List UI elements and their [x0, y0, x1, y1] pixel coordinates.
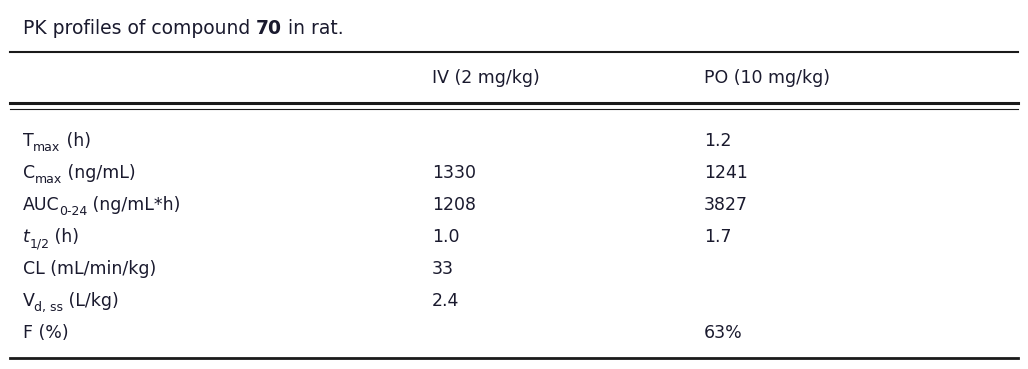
Text: (L/kg): (L/kg) — [64, 292, 119, 310]
Text: PK profiles of compound: PK profiles of compound — [23, 18, 256, 38]
Text: PO (10 mg/kg): PO (10 mg/kg) — [704, 69, 831, 87]
Text: 1330: 1330 — [432, 164, 476, 182]
Text: CL (mL/min/kg): CL (mL/min/kg) — [23, 260, 156, 278]
Text: in rat.: in rat. — [282, 18, 343, 38]
Text: max: max — [33, 141, 61, 154]
Text: t: t — [23, 228, 30, 246]
Text: (h): (h) — [61, 132, 90, 150]
Text: d, ss: d, ss — [35, 301, 64, 314]
Text: IV (2 mg/kg): IV (2 mg/kg) — [432, 69, 540, 87]
Text: F (%): F (%) — [23, 324, 68, 342]
Text: 63%: 63% — [704, 324, 743, 342]
Text: 1208: 1208 — [432, 196, 476, 214]
Text: 1241: 1241 — [704, 164, 748, 182]
Text: 1/2: 1/2 — [30, 237, 49, 251]
Text: 1.2: 1.2 — [704, 132, 732, 150]
Text: 33: 33 — [432, 260, 453, 278]
Text: (ng/mL): (ng/mL) — [62, 164, 136, 182]
Text: 1.0: 1.0 — [432, 228, 460, 246]
Text: 2.4: 2.4 — [432, 292, 460, 310]
Text: T: T — [23, 132, 33, 150]
Text: V: V — [23, 292, 35, 310]
Text: 0-24: 0-24 — [60, 206, 87, 218]
Text: 3827: 3827 — [704, 196, 748, 214]
Text: max: max — [35, 173, 62, 186]
Text: 70: 70 — [256, 18, 282, 38]
Text: (h): (h) — [49, 228, 79, 246]
Text: C: C — [23, 164, 35, 182]
Text: AUC: AUC — [23, 196, 60, 214]
Text: (ng/mL*h): (ng/mL*h) — [87, 196, 181, 214]
Text: 1.7: 1.7 — [704, 228, 732, 246]
